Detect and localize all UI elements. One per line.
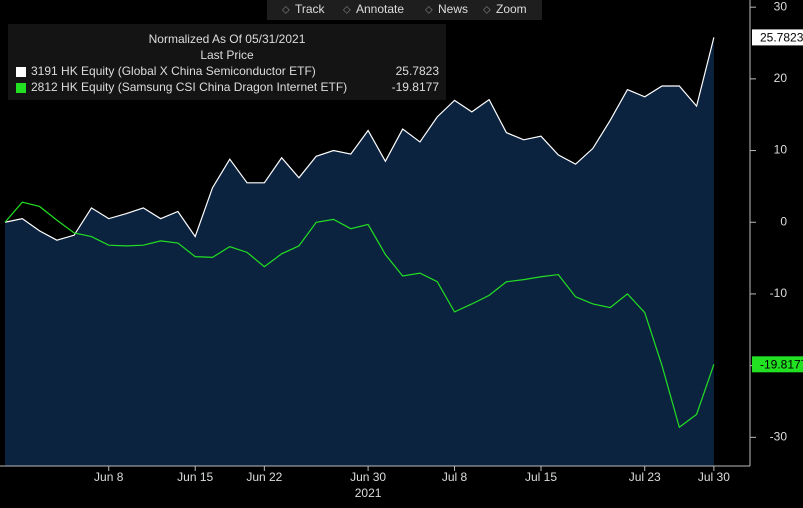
area [5, 37, 714, 467]
toolbar-button: Annotate [356, 2, 404, 16]
x-tick-label: Jul 23 [629, 470, 661, 484]
last-value-label: -19.8177 [760, 357, 803, 371]
toolbar [267, 0, 542, 20]
x-tick-label: Jul 8 [442, 470, 468, 484]
x-tick-label: Jun 8 [94, 470, 124, 484]
x-tick-label: Jul 15 [525, 470, 557, 484]
line [4, 37, 715, 241]
toolbar-icon: ◇ [343, 5, 351, 16]
toolbar-icon: ◇ [483, 5, 491, 16]
x-tick-label: Jun 22 [246, 470, 282, 484]
legend-subtitle: Last Price [200, 48, 254, 62]
y-tick-label: 10 [774, 143, 788, 157]
legend-box [8, 24, 446, 100]
y-tick-label: 0 [780, 214, 787, 228]
x-tick-label: Jun 15 [177, 470, 213, 484]
legend-label: 3191 HK Equity (Global X China Semicondu… [31, 64, 316, 78]
legend-value: 25.7823 [396, 64, 440, 78]
last-value-label: 25.7823 [760, 31, 803, 45]
y-tick-label: -30 [770, 429, 788, 443]
x-tick-label: Jun 30 [350, 470, 386, 484]
toolbar-button: News [438, 2, 468, 16]
line [4, 201, 715, 429]
last-value-tag [752, 29, 803, 46]
y-tick-label: -10 [770, 286, 788, 300]
legend-title: Normalized As Of 05/31/2021 [149, 32, 306, 46]
year-label: 2021 [355, 486, 382, 500]
toolbar-button: Track [295, 2, 326, 16]
legend-value: -19.8177 [392, 80, 440, 94]
y-tick-label: 30 [774, 0, 788, 13]
legend-swatch [16, 83, 26, 93]
legend-label: 2812 HK Equity (Samsung CSI China Dragon… [31, 80, 347, 94]
toolbar-icon: ◇ [425, 5, 433, 16]
toolbar-icon: ◇ [282, 5, 290, 16]
last-value-tag [752, 356, 803, 373]
y-tick-label: 20 [774, 71, 788, 85]
toolbar-button: Zoom [496, 2, 527, 16]
x-tick-label: Jul 30 [698, 470, 730, 484]
legend-swatch [16, 67, 26, 77]
